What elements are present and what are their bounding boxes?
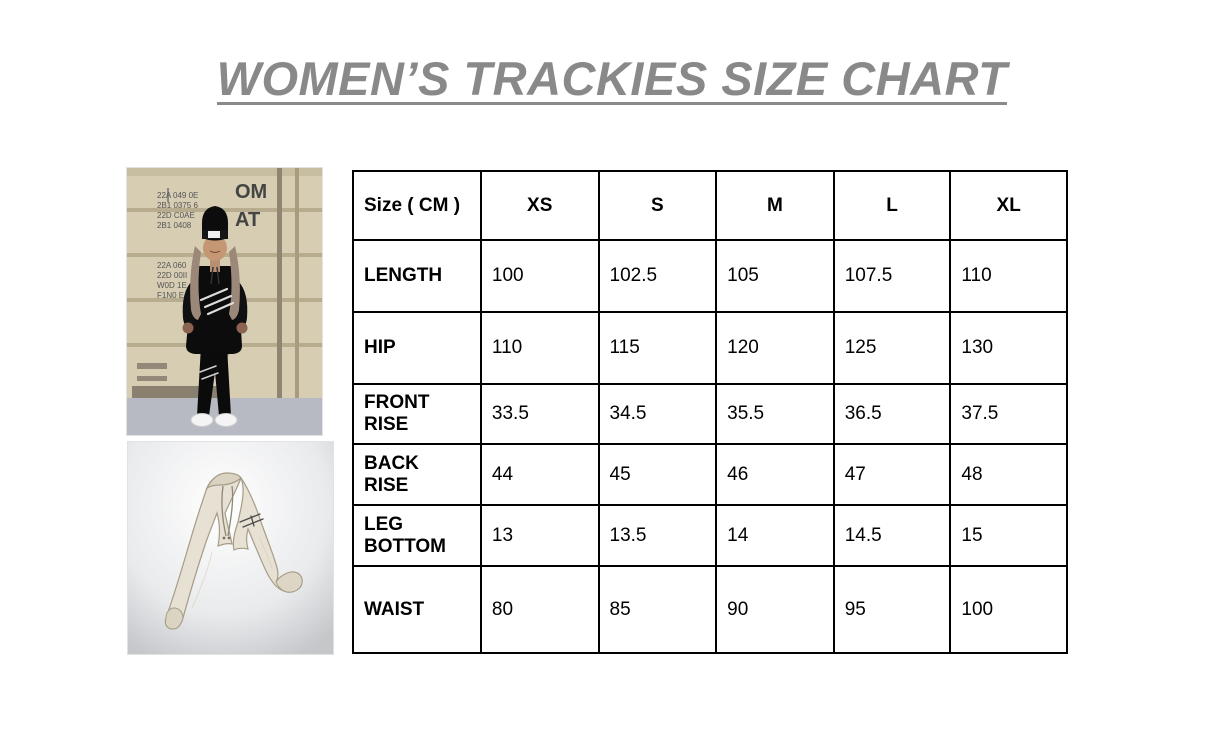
svg-text:AT: AT xyxy=(235,209,260,231)
svg-text:W0D 1E: W0D 1E xyxy=(157,281,187,290)
svg-text:OM: OM xyxy=(235,181,267,203)
svg-text:F1N0 E: F1N0 E xyxy=(157,291,184,300)
svg-text:22D 00II: 22D 00II xyxy=(157,271,187,280)
svg-text:2B1 0408: 2B1 0408 xyxy=(157,221,192,230)
svg-text:2B1 0375 6: 2B1 0375 6 xyxy=(157,201,198,210)
svg-text:22D C0AE: 22D C0AE xyxy=(157,211,195,220)
svg-text:22A 049 0E: 22A 049 0E xyxy=(157,191,198,200)
svg-text:22A 060: 22A 060 xyxy=(157,261,187,270)
